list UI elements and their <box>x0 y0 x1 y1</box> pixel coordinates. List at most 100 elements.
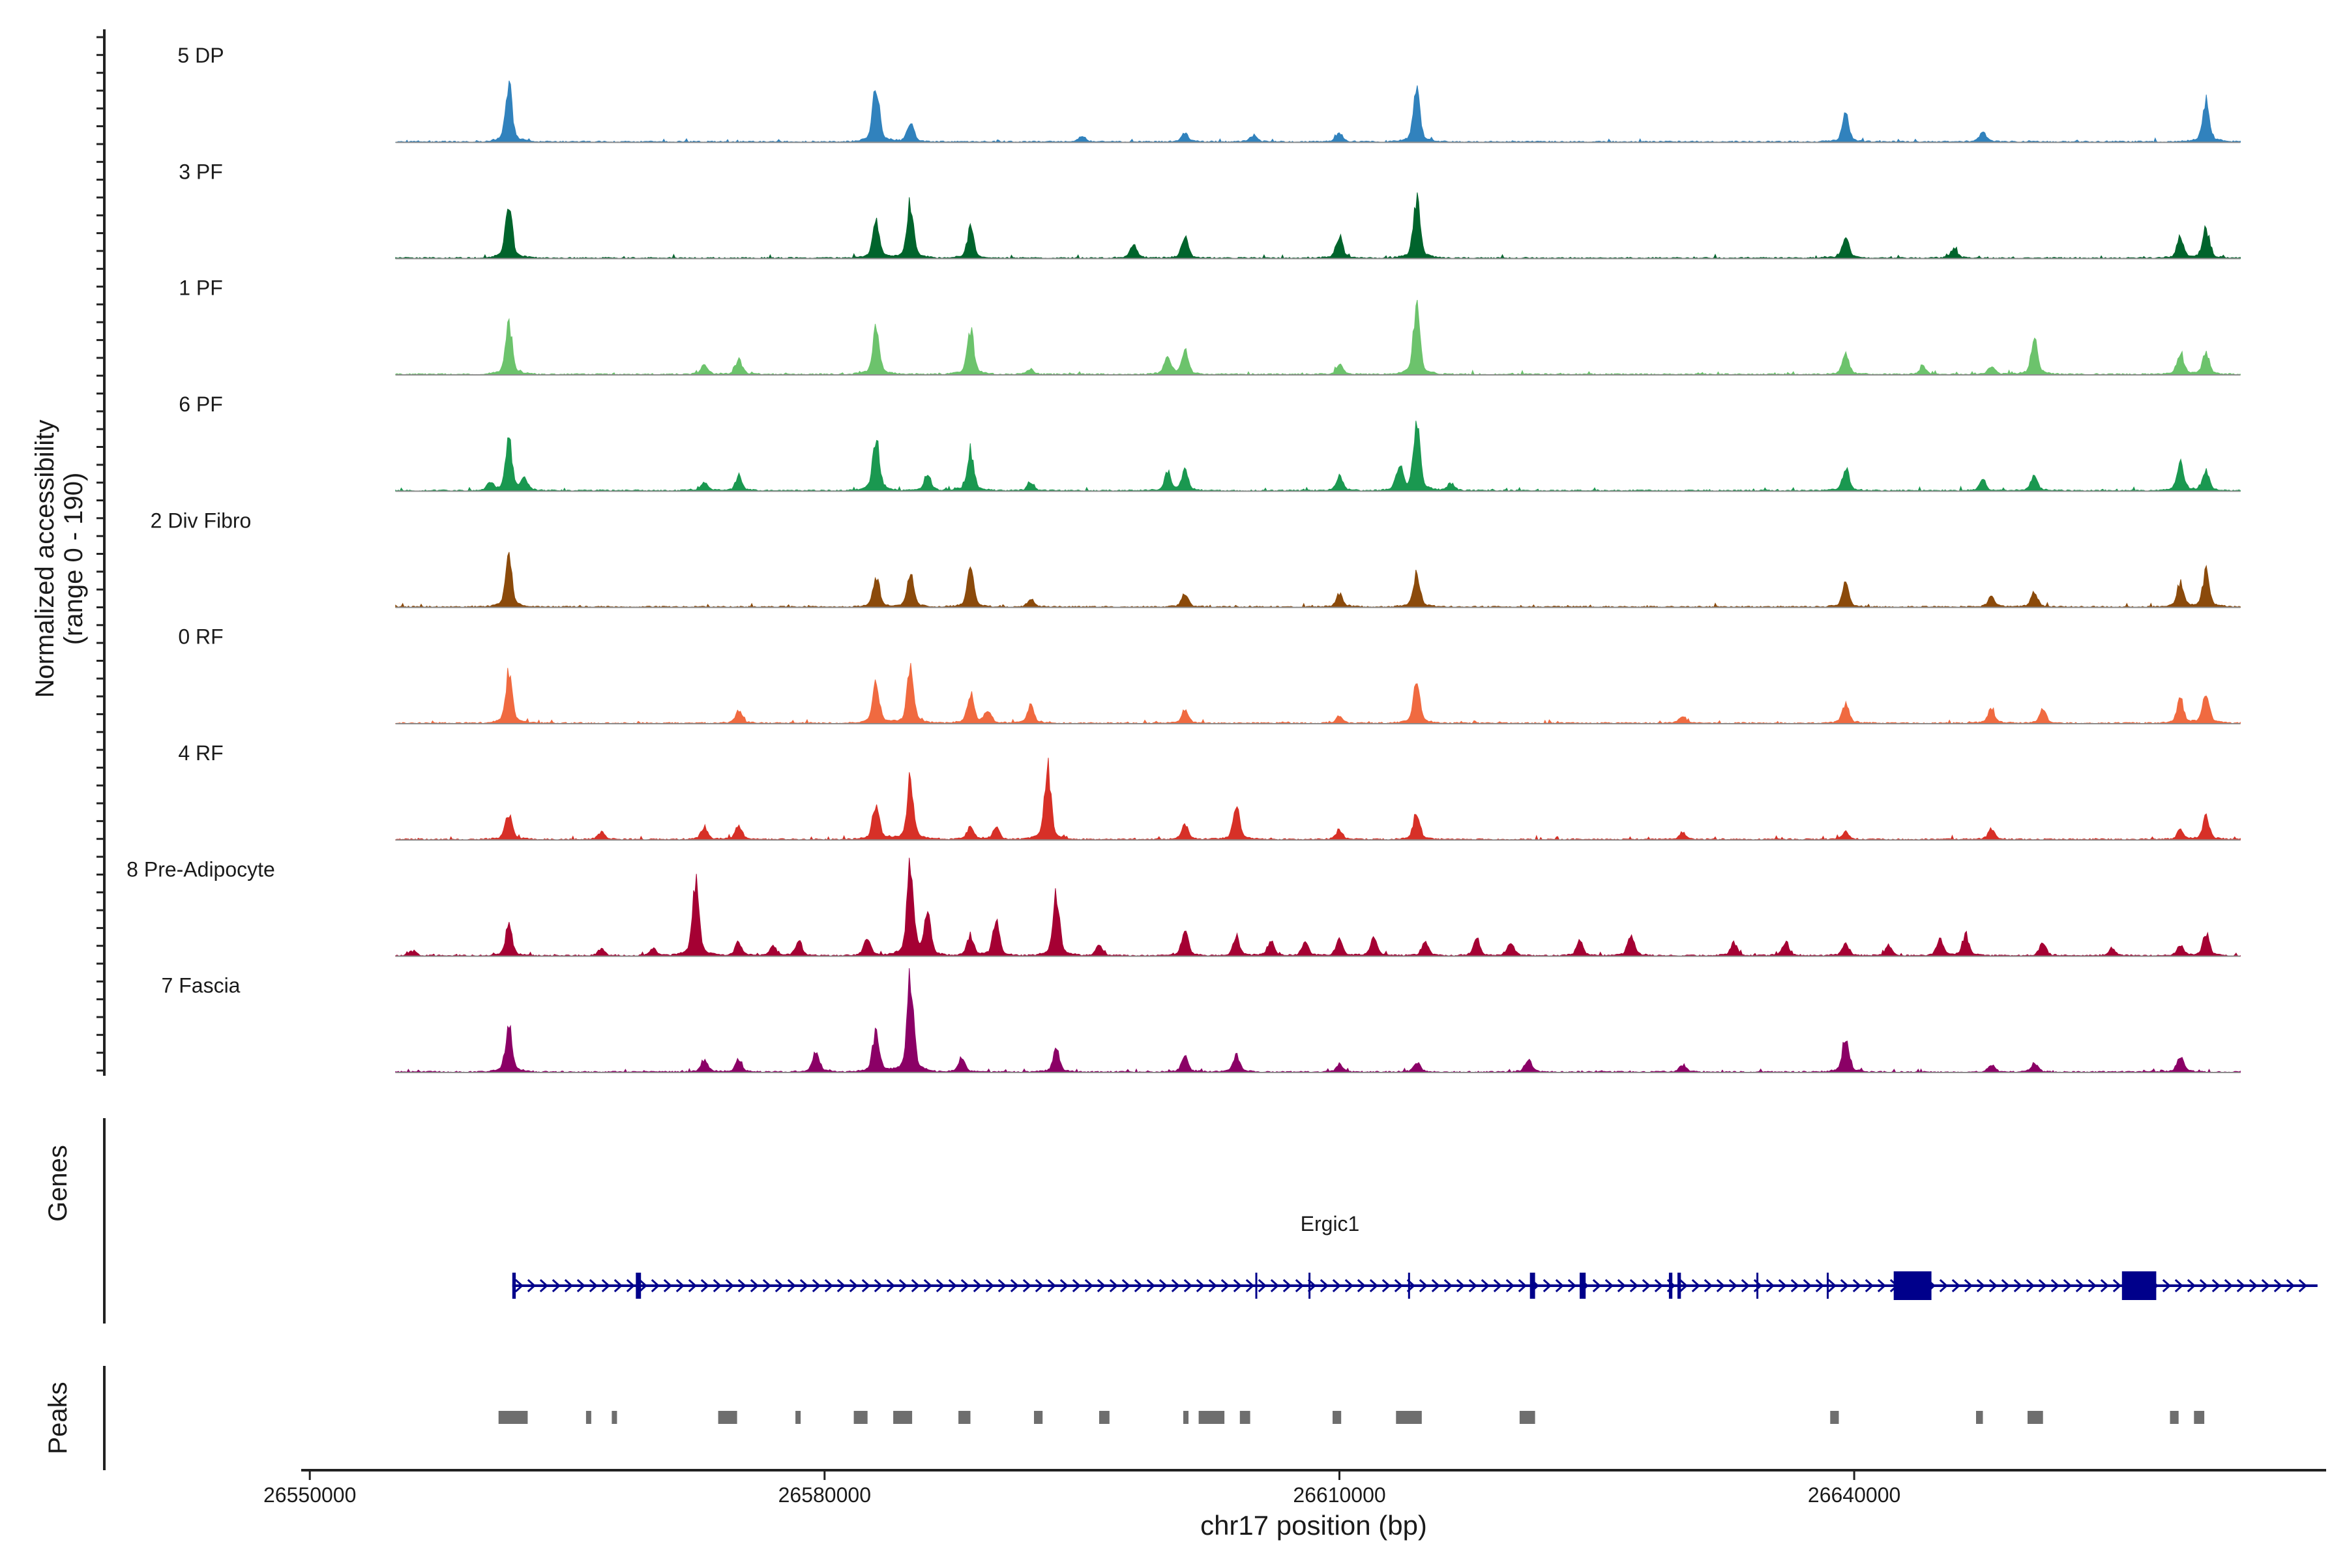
strand-arrow <box>973 1279 982 1293</box>
x-tick-label: 26550000 <box>263 1483 356 1507</box>
strand-arrow <box>874 1279 883 1293</box>
strand-arrow <box>1803 1279 1812 1293</box>
strand-arrow <box>1320 1279 1329 1293</box>
strand-arrow <box>713 1279 722 1293</box>
strand-arrow <box>1357 1279 1366 1293</box>
exon <box>2121 1271 2157 1300</box>
exon <box>636 1273 642 1299</box>
exon <box>1756 1273 1759 1299</box>
peak-region <box>893 1411 913 1424</box>
strand-arrow <box>1084 1279 1094 1293</box>
genes-panel <box>103 1118 2318 1324</box>
strand-arrow <box>1035 1279 1044 1293</box>
strand-arrow <box>2199 1279 2209 1293</box>
strand-arrow <box>589 1279 598 1293</box>
strand-arrow <box>836 1279 846 1293</box>
strand-arrow <box>861 1279 871 1293</box>
strand-arrow <box>849 1279 859 1293</box>
strand-arrow <box>1865 1279 1874 1293</box>
track-label: 1 PF <box>179 276 223 300</box>
strand-arrow <box>750 1279 760 1293</box>
strand-arrow <box>2249 1279 2258 1293</box>
track-label: 8 Pre-Adipocyte <box>126 857 275 881</box>
strand-arrow <box>2211 1279 2221 1293</box>
strand-arrow <box>2001 1279 2011 1293</box>
track-4-rf: 4 RF <box>178 741 2241 841</box>
strand-arrow <box>923 1279 933 1293</box>
strand-arrow <box>2100 1279 2110 1293</box>
strand-arrow <box>1208 1279 1218 1293</box>
exon <box>1529 1273 1535 1299</box>
strand-arrow <box>1258 1279 1267 1293</box>
strand-arrow <box>638 1279 648 1293</box>
strand-arrow <box>1629 1279 1639 1293</box>
strand-arrow <box>2261 1279 2271 1293</box>
strand-arrow <box>2298 1279 2308 1293</box>
peak-region <box>1198 1411 1225 1424</box>
strand-arrow <box>2273 1279 2283 1293</box>
strand-arrow <box>576 1279 586 1293</box>
x-tick-label: 26580000 <box>778 1483 871 1507</box>
strand-arrow <box>911 1279 921 1293</box>
peak-region <box>958 1411 971 1424</box>
strand-arrow <box>1468 1279 1478 1293</box>
track-label: 2 Div Fibro <box>151 509 252 532</box>
strand-arrow <box>1344 1279 1354 1293</box>
strand-arrow <box>1394 1279 1404 1293</box>
track-2-div-fibro: 2 Div Fibro <box>151 509 2241 608</box>
exon <box>1677 1273 1681 1299</box>
strand-arrow <box>1146 1279 1156 1293</box>
y-axis-title-line1: Normalized accessibility <box>31 420 59 698</box>
peak-region <box>1396 1411 1422 1424</box>
strand-arrow <box>1976 1279 1986 1293</box>
strand-arrow <box>1121 1279 1131 1293</box>
strand-arrow <box>1456 1279 1466 1293</box>
strand-arrow <box>1443 1279 1453 1293</box>
strand-arrow <box>1220 1279 1230 1293</box>
strand-arrow <box>1171 1279 1181 1293</box>
x-tick-label: 26610000 <box>1293 1483 1385 1507</box>
x-axis-title: chr17 position (bp) <box>1200 1510 1427 1541</box>
strand-arrow <box>1778 1279 1788 1293</box>
strand-arrow <box>775 1279 784 1293</box>
strand-arrow <box>2286 1279 2295 1293</box>
strand-arrow <box>1295 1279 1305 1293</box>
strand-arrow <box>613 1279 623 1293</box>
coverage-area <box>395 857 2241 957</box>
strand-arrow <box>787 1279 797 1293</box>
peak-region <box>1519 1411 1535 1424</box>
strand-arrow <box>2112 1279 2122 1293</box>
exon <box>1255 1273 1258 1299</box>
strand-arrow <box>564 1279 574 1293</box>
strand-arrow <box>960 1279 970 1293</box>
peak-region <box>1183 1411 1188 1424</box>
strand-arrow <box>552 1279 561 1293</box>
exon <box>1580 1273 1586 1299</box>
strand-arrow <box>812 1279 821 1293</box>
strand-arrow <box>1332 1279 1342 1293</box>
strand-arrow <box>1939 1279 1949 1293</box>
strand-arrow <box>762 1279 772 1293</box>
strand-arrow <box>1381 1279 1391 1293</box>
exon <box>1827 1273 1829 1299</box>
strand-arrow <box>2050 1279 2060 1293</box>
exon <box>512 1273 516 1299</box>
strand-arrow <box>1988 1279 1998 1293</box>
peak-region <box>1830 1411 1839 1424</box>
genes-panel-title: Genes <box>44 1145 72 1222</box>
peak-region <box>1239 1411 1250 1424</box>
strand-arrow <box>799 1279 809 1293</box>
strand-arrow <box>1183 1279 1193 1293</box>
y-axis-title-line2: (range 0 - 190) <box>59 473 88 645</box>
peak-region <box>585 1411 591 1424</box>
coverage-area <box>395 968 2241 1074</box>
strand-arrow <box>1654 1279 1664 1293</box>
strand-arrow <box>1233 1279 1243 1293</box>
strand-arrow <box>1543 1279 1552 1293</box>
strand-arrow <box>1964 1279 1973 1293</box>
strand-arrow <box>514 1279 524 1293</box>
strand-arrow <box>886 1279 896 1293</box>
coverage-area <box>395 552 2241 608</box>
track-5-dp: 5 DP <box>177 44 2241 143</box>
